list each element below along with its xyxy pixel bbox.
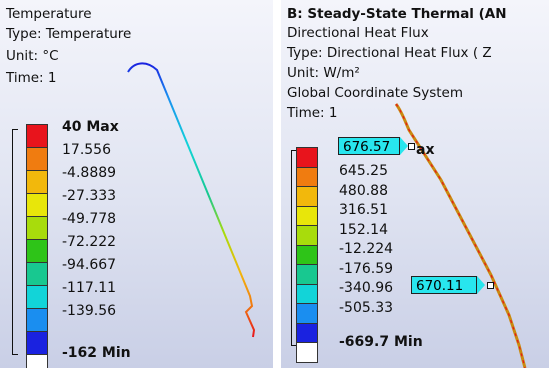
temperature-model-view[interactable] <box>0 0 273 368</box>
legend-value-label: -4.8889 <box>62 165 117 181</box>
legend-value-label: 17.556 <box>62 142 111 158</box>
legend-bracket <box>291 150 292 345</box>
heat-flux-viewport[interactable]: B: Steady-State Thermal (AN Directional … <box>281 0 549 368</box>
legend-swatch <box>296 225 318 246</box>
legend-swatch <box>296 322 318 343</box>
legend-min-label: -669.7 Min <box>339 334 423 350</box>
probe-point-top <box>408 143 415 150</box>
legend-value-label: 480.88 <box>339 182 388 199</box>
temperature-viewport[interactable]: Temperature Type: Temperature Unit: °C T… <box>0 0 273 368</box>
legend-swatch <box>296 147 318 168</box>
legend-swatch <box>296 244 318 265</box>
legend-min-label: -162 Min <box>62 345 131 361</box>
analysis-title: B: Steady-State Thermal (AN <box>287 6 507 22</box>
legend-swatch <box>26 354 48 368</box>
panel-divider <box>273 0 281 368</box>
legend-value-label: -139.56 <box>62 303 117 319</box>
probe-arrow-top <box>400 137 408 155</box>
legend-max-label: 40 Max <box>62 119 119 135</box>
legend-max-label-tail: ax <box>416 142 435 158</box>
legend-value-label: -117.11 <box>62 280 117 296</box>
probe-arrow-mid <box>477 276 485 294</box>
legend-swatch <box>296 342 318 363</box>
legend-value-label: -176.59 <box>339 260 394 277</box>
result-subtitle: Directional Heat Flux <box>287 25 429 41</box>
legend-tick-top <box>291 150 297 151</box>
heat-flux-model-view[interactable] <box>281 0 549 368</box>
legend-tick-bottom <box>291 345 297 346</box>
legend-swatch <box>296 186 318 207</box>
probe-value-mid: 670.11 <box>411 276 477 294</box>
legend-tick-top <box>12 129 18 130</box>
result-unit: Unit: W/m² <box>287 65 360 81</box>
temperature-pipe-geometry <box>127 62 256 338</box>
result-time: Time: 1 <box>6 70 57 86</box>
legend-swatch <box>296 283 318 304</box>
legend-swatch <box>296 166 318 187</box>
legend-value-label: 152.14 <box>339 221 388 238</box>
legend-swatch <box>296 303 318 324</box>
result-time: Time: 1 <box>287 105 338 121</box>
probe-point-mid <box>487 282 494 289</box>
legend-value-label: -49.778 <box>62 211 117 227</box>
result-unit: Unit: °C <box>6 48 59 64</box>
coordinate-system: Global Coordinate System <box>287 85 463 101</box>
legend-tick-bottom <box>12 354 18 355</box>
probe-value-top: 676.57 <box>338 137 400 155</box>
legend-swatch <box>296 205 318 226</box>
legend-value-label: -94.667 <box>62 257 117 273</box>
result-type: Type: Temperature <box>6 26 132 42</box>
legend-value-label: -12.224 <box>339 241 394 257</box>
legend-value-label: 645.25 <box>339 163 388 179</box>
legend-value-label: -72.222 <box>62 234 117 250</box>
legend-value-label: 316.51 <box>339 202 388 218</box>
legend-value-label: -340.96 <box>339 280 394 296</box>
legend-swatch <box>296 264 318 285</box>
legend-value-label: -505.33 <box>339 299 394 316</box>
result-title: Temperature <box>6 6 92 22</box>
heat-flux-pipe-overlay <box>395 103 526 368</box>
legend-bracket <box>12 129 13 354</box>
legend-value-label: -27.333 <box>62 188 117 204</box>
result-type: Type: Directional Heat Flux ( Z <box>287 45 492 61</box>
